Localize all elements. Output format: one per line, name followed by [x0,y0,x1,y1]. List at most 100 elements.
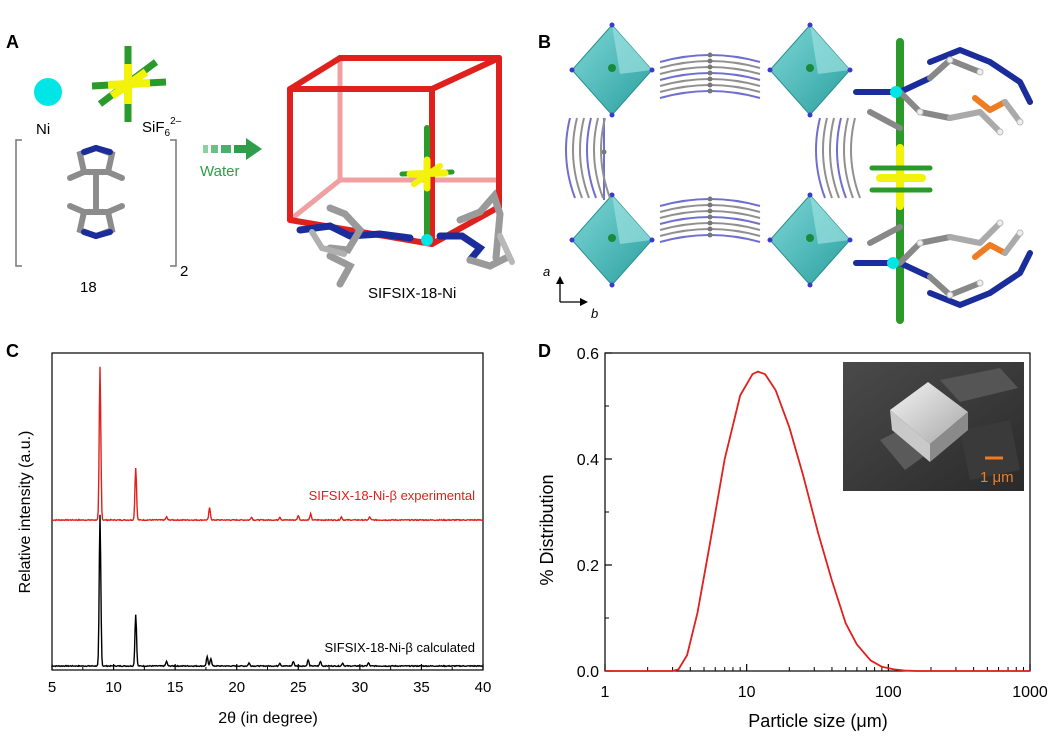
xrd-experimental-label: SIFSIX-18-Ni-β experimental [309,488,476,503]
carbon-node [707,220,713,226]
ligand-chain [579,117,590,199]
psd-y-tick-label: 0.6 [577,346,599,363]
carbon-node [707,64,713,70]
sif6-label: SiF62– [142,116,182,139]
psd-y-tick-label: 0.2 [577,558,599,575]
carbon-node [707,82,713,88]
xrd-x-tick-label: 5 [48,679,56,696]
reaction-arrow-icon [203,138,262,160]
ligand-chain [829,117,840,199]
hydrogen-atom [996,128,1004,136]
axis-indicator: a b [543,264,598,321]
xrd-x-tick-label: 30 [352,679,369,696]
product-label: SIFSIX-18-Ni [368,285,456,302]
ligand-bracket-right [170,139,177,267]
ligand-stick [927,290,993,308]
panel-c-letter: C [6,341,19,361]
xrd-calculated-label: SIFSIX-18-Ni-β calculated [324,640,475,655]
ligand-chain [822,117,833,199]
carbon-node [707,232,713,238]
fluorine-node [847,237,853,243]
ligand-stick [987,250,1033,296]
ligand-stick [1002,99,1023,125]
hydrogen-atom [946,56,954,64]
ligand-stick [987,59,1033,105]
psd-x-tick-label: 1000 [1012,684,1048,701]
carbon-node [707,208,713,214]
ligand-chain [836,117,847,199]
hydrogen-atom [916,108,924,116]
hydrogen-atom [1016,118,1024,126]
octahedron-center [806,64,814,72]
octahedron-center [608,64,616,72]
psd-y-tick-label: 0.0 [577,664,599,681]
fluorine-node [609,192,615,198]
fluorine-node [649,237,655,243]
axis-a-label: a [543,264,550,279]
carbon-node [707,52,713,58]
octahedron-face [810,195,850,244]
psd-x-tick-label: 100 [875,684,902,701]
psd-distribution-line [605,370,1030,672]
ligand-stick [867,109,903,131]
axis-b-label: b [591,306,598,321]
ligand-chain [586,117,597,199]
hydrogen-atom [976,68,984,76]
ligand-chain [572,117,583,199]
ligand-stick [897,234,953,266]
carbon-node [707,214,713,220]
carbon-node [601,149,607,155]
ligand-chains-group [565,52,861,243]
fluorine-node [569,237,575,243]
hydrogen-atom [976,279,984,287]
fluorine-node [609,22,615,28]
side-view-structure [853,38,1033,324]
ligand-chain [815,117,826,199]
psd-y-axis-label: % Distribution [537,474,557,585]
octahedron-face [810,25,850,74]
ligand-chain [593,117,604,199]
ligand-stick [947,109,1003,135]
octahedron-face [612,25,652,74]
panel-b-letter: B [538,32,551,52]
octahedron-face [612,195,652,244]
ligand-stick [1002,230,1023,256]
xrd-calculated-line [51,514,484,668]
ligand-stick [897,89,953,121]
fluorine-node [649,67,655,73]
ligand-chain [565,117,576,199]
hydrogen-atom [1016,229,1024,237]
carbon-node [707,88,713,94]
ligand-stick [927,47,993,65]
octahedron-center [608,234,616,242]
panel-d: D 1 10 100 1000 0.0 0.2 0.4 0.6 Particle size (… [537,341,1048,731]
ligand-stick [927,57,983,81]
carbon-node [707,202,713,208]
fluorine-node [807,22,813,28]
fluorine-node [807,282,813,288]
panel-b: B a b [538,22,1033,324]
ligand-number-label: 18 [80,279,97,296]
water-label: Water [200,163,239,180]
scale-bar-label: 1 μm [980,469,1014,486]
xrd-x-tick-label: 35 [413,679,430,696]
carbon-node [707,196,713,202]
ligand-stick [972,95,1008,113]
carbon-node [707,226,713,232]
hydrogen-atom [946,291,954,299]
fluorine-node [609,112,615,118]
ligand-count-label: 2 [180,263,188,280]
fluorine-node [609,282,615,288]
xrd-x-tick-label: 40 [475,679,492,696]
fluorine-node [807,112,813,118]
ligand-stick [867,224,903,246]
ligand-stick [927,274,983,298]
xrd-x-tick-label: 10 [105,679,122,696]
octahedra-group [569,22,853,288]
psd-x-tick-label: 1 [601,684,610,701]
fluorine-node [767,67,773,73]
xrd-x-ticks: 5 10 15 20 25 30 35 40 [48,664,492,696]
xrd-experimental-line [51,366,484,522]
